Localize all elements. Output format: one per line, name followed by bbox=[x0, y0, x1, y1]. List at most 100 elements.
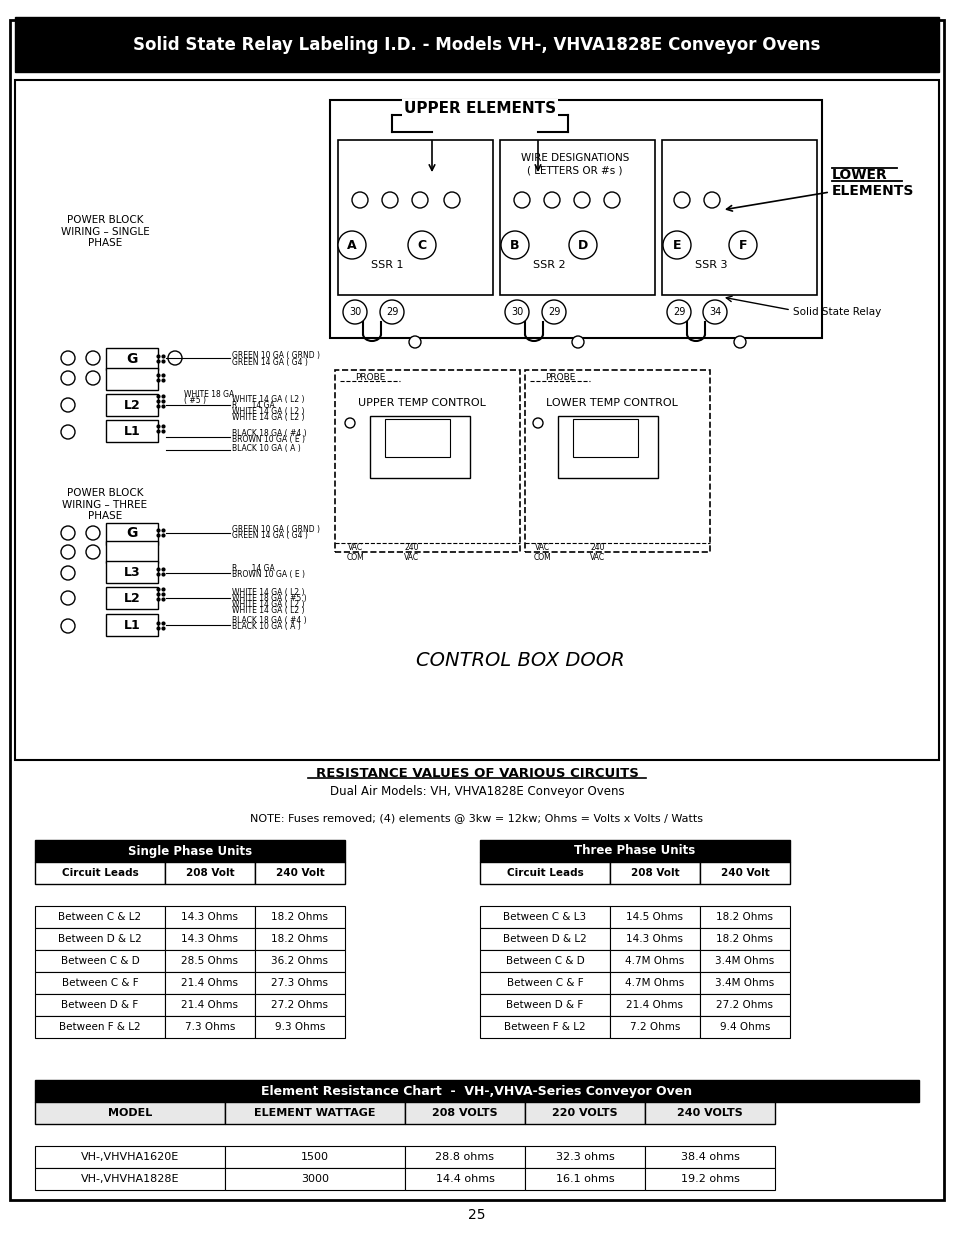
Bar bbox=[254, 862, 345, 884]
Text: 38.4 ohms: 38.4 ohms bbox=[679, 1152, 739, 1162]
Bar bbox=[35, 1168, 225, 1191]
Circle shape bbox=[61, 566, 75, 580]
Circle shape bbox=[412, 191, 428, 207]
Bar bbox=[405, 1102, 524, 1124]
Bar bbox=[644, 1168, 774, 1191]
Text: WHITE 14 GA ( L2 ): WHITE 14 GA ( L2 ) bbox=[232, 588, 304, 597]
Text: Between F & L2: Between F & L2 bbox=[503, 1023, 585, 1032]
Circle shape bbox=[61, 398, 75, 412]
Text: 18.2 Ohms: 18.2 Ohms bbox=[272, 911, 328, 923]
Circle shape bbox=[86, 526, 100, 540]
Text: CONTROL BOX DOOR: CONTROL BOX DOOR bbox=[416, 651, 623, 669]
Text: PROBE: PROBE bbox=[355, 373, 385, 382]
Circle shape bbox=[61, 545, 75, 559]
Bar bbox=[644, 1146, 774, 1168]
Text: 30: 30 bbox=[511, 308, 522, 317]
Bar bbox=[524, 1102, 644, 1124]
Text: 16.1 ohms: 16.1 ohms bbox=[555, 1174, 614, 1184]
Bar bbox=[385, 419, 450, 457]
Bar bbox=[479, 972, 609, 994]
Bar bbox=[524, 1168, 644, 1191]
Text: LOWER TEMP CONTROL: LOWER TEMP CONTROL bbox=[545, 398, 678, 408]
Circle shape bbox=[572, 336, 583, 348]
Text: SSR 3: SSR 3 bbox=[694, 261, 726, 270]
Text: L3: L3 bbox=[124, 566, 140, 578]
Text: G: G bbox=[126, 352, 137, 366]
Bar bbox=[165, 994, 254, 1016]
Circle shape bbox=[728, 231, 757, 259]
Text: 14.4 ohms: 14.4 ohms bbox=[436, 1174, 494, 1184]
Text: E: E bbox=[672, 238, 680, 252]
Text: R      14 GA: R 14 GA bbox=[232, 563, 274, 573]
Bar bbox=[35, 1102, 225, 1124]
Bar bbox=[106, 348, 158, 370]
Text: Circuit Leads: Circuit Leads bbox=[506, 868, 583, 878]
Text: VH-,VHVHA1620E: VH-,VHVHA1620E bbox=[81, 1152, 179, 1162]
Bar bbox=[558, 416, 658, 478]
Bar bbox=[700, 927, 789, 950]
Text: WHITE 18 GA ( #5 ): WHITE 18 GA ( #5 ) bbox=[232, 594, 306, 603]
Circle shape bbox=[337, 231, 366, 259]
Bar bbox=[35, 906, 165, 927]
Bar bbox=[165, 972, 254, 994]
Circle shape bbox=[61, 592, 75, 605]
Text: Three Phase Units: Three Phase Units bbox=[574, 845, 695, 857]
Text: 32.3 ohms: 32.3 ohms bbox=[555, 1152, 614, 1162]
Circle shape bbox=[345, 417, 355, 429]
Text: ( LETTERS OR #s ): ( LETTERS OR #s ) bbox=[527, 165, 622, 175]
Text: WHITE 14 GA ( L2 ): WHITE 14 GA ( L2 ) bbox=[232, 412, 304, 421]
Text: Dual Air Models: VH, VHVA1828E Conveyor Ovens: Dual Air Models: VH, VHVA1828E Conveyor … bbox=[330, 784, 623, 798]
Bar bbox=[524, 1146, 644, 1168]
Text: 18.2 Ohms: 18.2 Ohms bbox=[272, 934, 328, 944]
Bar bbox=[405, 1168, 524, 1191]
Text: BLACK 18 GA ( #4 ): BLACK 18 GA ( #4 ) bbox=[232, 429, 306, 437]
Text: 240
VAC: 240 VAC bbox=[590, 543, 605, 562]
Text: 29: 29 bbox=[672, 308, 684, 317]
Bar bbox=[106, 522, 158, 545]
Text: 25: 25 bbox=[468, 1208, 485, 1221]
Text: 1500: 1500 bbox=[301, 1152, 329, 1162]
Circle shape bbox=[504, 300, 529, 324]
Text: 14.3 Ohms: 14.3 Ohms bbox=[626, 934, 682, 944]
Circle shape bbox=[61, 619, 75, 634]
Bar bbox=[225, 1102, 405, 1124]
Circle shape bbox=[86, 545, 100, 559]
Text: SSR 1: SSR 1 bbox=[371, 261, 403, 270]
Text: 240
VAC: 240 VAC bbox=[404, 543, 419, 562]
Bar bbox=[330, 100, 821, 338]
Circle shape bbox=[61, 526, 75, 540]
Text: WHITE 14 GA ( L2 ): WHITE 14 GA ( L2 ) bbox=[232, 394, 304, 404]
Bar bbox=[700, 994, 789, 1016]
Text: 27.2 Ohms: 27.2 Ohms bbox=[716, 1000, 773, 1010]
Bar bbox=[165, 1016, 254, 1037]
Circle shape bbox=[409, 336, 420, 348]
Bar bbox=[106, 368, 158, 390]
Text: WHITE 14 GA ( L2 ): WHITE 14 GA ( L2 ) bbox=[232, 599, 304, 609]
Bar bbox=[254, 927, 345, 950]
Text: L1: L1 bbox=[124, 619, 140, 631]
Circle shape bbox=[343, 300, 367, 324]
Text: MODEL: MODEL bbox=[108, 1108, 152, 1118]
Text: BLACK 10 GA ( A ): BLACK 10 GA ( A ) bbox=[232, 443, 300, 452]
Text: BROWN 10 GA ( E ): BROWN 10 GA ( E ) bbox=[232, 435, 305, 443]
Text: G: G bbox=[126, 526, 137, 540]
Text: BROWN 10 GA ( E ): BROWN 10 GA ( E ) bbox=[232, 569, 305, 578]
Text: 3.4M Ohms: 3.4M Ohms bbox=[715, 956, 774, 966]
Text: B: B bbox=[510, 238, 519, 252]
Bar bbox=[35, 972, 165, 994]
Text: WHITE 14 GA ( L2 ): WHITE 14 GA ( L2 ) bbox=[232, 406, 304, 415]
Bar bbox=[479, 906, 609, 927]
Text: VAC
COM: VAC COM bbox=[347, 543, 364, 562]
Circle shape bbox=[500, 231, 529, 259]
Text: 18.2 Ohms: 18.2 Ohms bbox=[716, 911, 773, 923]
Bar bbox=[700, 862, 789, 884]
Bar bbox=[165, 950, 254, 972]
Circle shape bbox=[568, 231, 597, 259]
Text: NOTE: Fuses removed; (4) elements @ 3kw = 12kw; Ohms = Volts x Volts / Watts: NOTE: Fuses removed; (4) elements @ 3kw … bbox=[251, 813, 702, 823]
Circle shape bbox=[603, 191, 619, 207]
Bar bbox=[254, 950, 345, 972]
Text: Between F & L2: Between F & L2 bbox=[59, 1023, 141, 1032]
Bar bbox=[337, 140, 493, 295]
Bar bbox=[335, 370, 519, 552]
Bar bbox=[609, 994, 700, 1016]
